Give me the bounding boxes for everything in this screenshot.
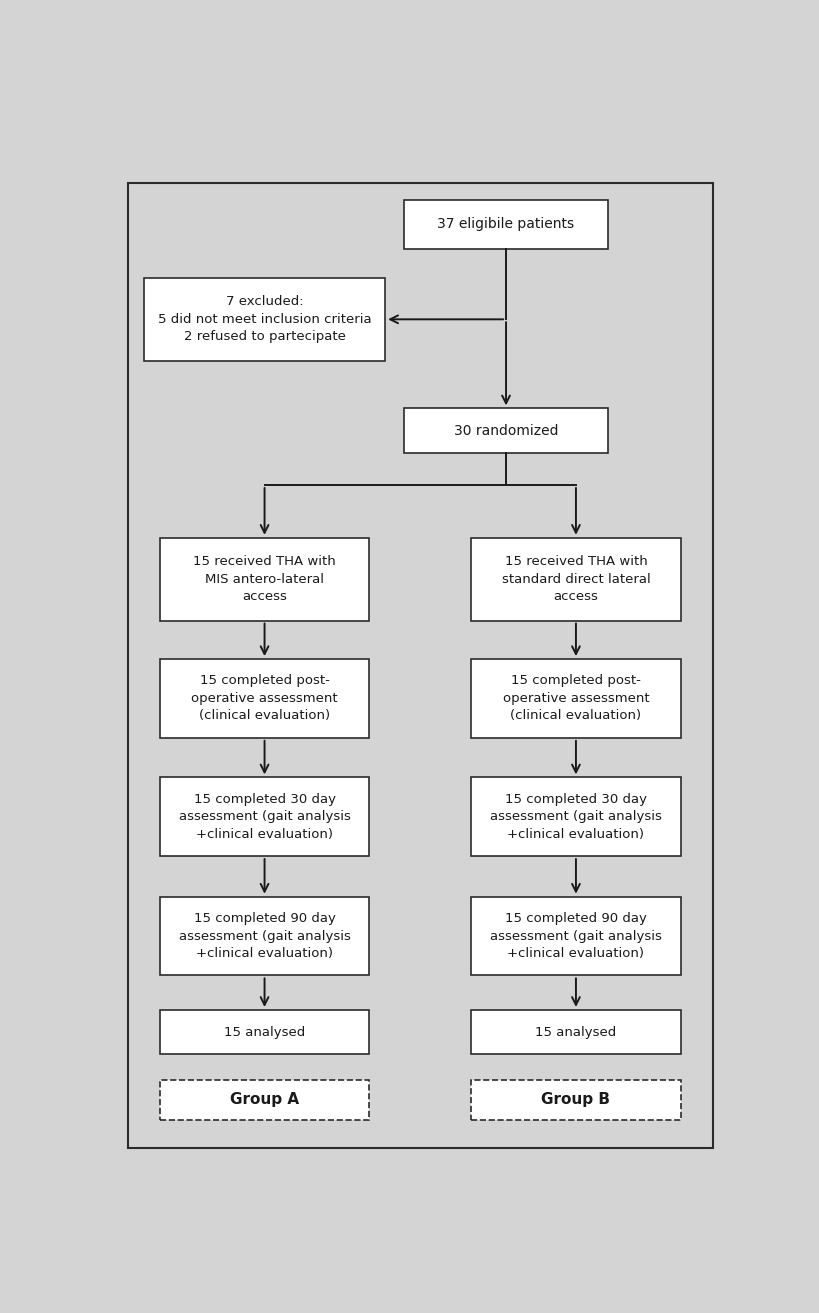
FancyBboxPatch shape [128, 183, 712, 1149]
FancyBboxPatch shape [470, 659, 680, 738]
FancyBboxPatch shape [470, 1010, 680, 1054]
FancyBboxPatch shape [160, 897, 369, 976]
Text: Group B: Group B [541, 1092, 609, 1107]
FancyBboxPatch shape [470, 897, 680, 976]
Text: 30 randomized: 30 randomized [453, 424, 558, 437]
Text: 15 received THA with
MIS antero-lateral
access: 15 received THA with MIS antero-lateral … [193, 555, 336, 603]
FancyBboxPatch shape [160, 659, 369, 738]
FancyBboxPatch shape [404, 200, 607, 248]
FancyBboxPatch shape [470, 777, 680, 856]
FancyBboxPatch shape [160, 538, 369, 621]
Text: 37 eligibile patients: 37 eligibile patients [437, 217, 574, 231]
FancyBboxPatch shape [143, 278, 385, 361]
Text: 15 completed 90 day
assessment (gait analysis
+clinical evaluation): 15 completed 90 day assessment (gait ana… [490, 913, 661, 960]
FancyBboxPatch shape [470, 538, 680, 621]
FancyBboxPatch shape [404, 408, 607, 453]
FancyBboxPatch shape [470, 1079, 680, 1120]
FancyBboxPatch shape [160, 1010, 369, 1054]
Text: 15 analysed: 15 analysed [224, 1025, 305, 1039]
Text: 15 analysed: 15 analysed [535, 1025, 616, 1039]
Text: 15 completed 90 day
assessment (gait analysis
+clinical evaluation): 15 completed 90 day assessment (gait ana… [179, 913, 350, 960]
Text: 15 completed post-
operative assessment
(clinical evaluation): 15 completed post- operative assessment … [191, 675, 337, 722]
FancyBboxPatch shape [160, 777, 369, 856]
FancyBboxPatch shape [160, 1079, 369, 1120]
Text: 15 completed 30 day
assessment (gait analysis
+clinical evaluation): 15 completed 30 day assessment (gait ana… [179, 793, 350, 840]
Text: 15 completed post-
operative assessment
(clinical evaluation): 15 completed post- operative assessment … [502, 675, 649, 722]
Text: Group A: Group A [229, 1092, 299, 1107]
Text: 7 excluded:
5 did not meet inclusion criteria
2 refused to partecipate: 7 excluded: 5 did not meet inclusion cri… [157, 295, 371, 343]
Text: 15 received THA with
standard direct lateral
access: 15 received THA with standard direct lat… [501, 555, 649, 603]
Text: 15 completed 30 day
assessment (gait analysis
+clinical evaluation): 15 completed 30 day assessment (gait ana… [490, 793, 661, 840]
